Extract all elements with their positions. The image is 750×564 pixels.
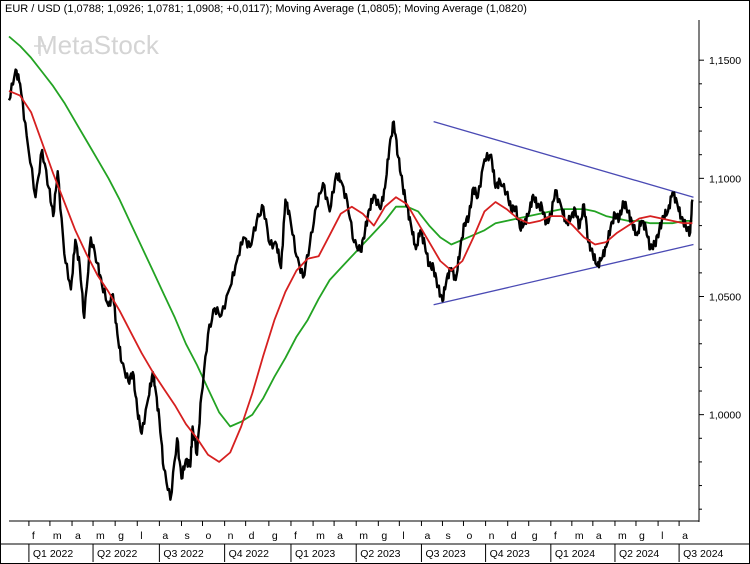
x-tick-label: a [337,530,343,542]
y-tick-label: 1,0500 [709,291,741,303]
quarter-label: Q1 2023 [295,548,335,560]
y-tick-label: 1,1500 [709,55,741,67]
x-tick-label: m [359,530,368,542]
x-tick-label: a [424,530,430,542]
x-tick-label: l [140,530,142,542]
moving-average-fast-line [8,90,693,463]
x-tick-label: o [206,530,212,542]
x-tick-label: s [185,530,190,542]
y-tick-label: 1,1000 [709,173,741,185]
moving-average-slow-line [8,35,693,428]
x-tick-label: g [118,530,124,542]
quarter-label: Q2 2023 [360,548,400,560]
x-tick-label: n [228,530,234,542]
x-tick-label: a [162,530,168,542]
quarter-label: Q2 2024 [619,548,659,560]
x-tick-label: a [682,530,688,542]
quarter-label: Q3 2023 [425,548,465,560]
x-tick-label: m [575,530,584,542]
x-tick-label: f [294,530,297,542]
x-tick-label: g [532,530,538,542]
trendline-upper [433,120,694,198]
x-tick-label: s [445,530,450,542]
quarter-label: Q1 2022 [33,548,73,560]
quarter-label: Q4 2022 [229,548,269,560]
x-tick-label: m [618,530,627,542]
metastock-logo-icon [34,36,46,56]
series-layer [7,35,694,501]
trendline-lower [433,243,694,306]
x-tick-label: d [511,530,517,542]
quarter-label: Q4 2023 [490,548,530,560]
x-tick-label: a [596,530,602,542]
chart-title: EUR / USD (1,0788; 1,0926; 1,0781; 1,090… [5,3,527,15]
x-tick-label: o [466,530,472,542]
x-tick-label: f [554,530,557,542]
x-tick-label: m [53,530,62,542]
x-tick-label: g [639,530,645,542]
x-tick-label: m [316,530,325,542]
x-tick-label: f [32,530,35,542]
x-tick-label: g [272,530,278,542]
quarter-label: Q3 2022 [163,548,203,560]
quarter-label: Q3 2024 [683,548,723,560]
x-tick-label: m [96,530,105,542]
quarter-label: Q2 2022 [97,548,137,560]
y-tick-label: 1,0000 [709,410,741,422]
x-tick-label: l [661,530,663,542]
x-tick-label: a [75,530,81,542]
x-tick-label: n [489,530,495,542]
x-tick-label: g [381,530,387,542]
quarter-label: Q1 2024 [555,548,595,560]
x-tick-label: d [249,530,255,542]
x-tick-label: l [402,530,404,542]
price-line [7,68,694,501]
watermark-logo: MetaStock [36,30,160,60]
